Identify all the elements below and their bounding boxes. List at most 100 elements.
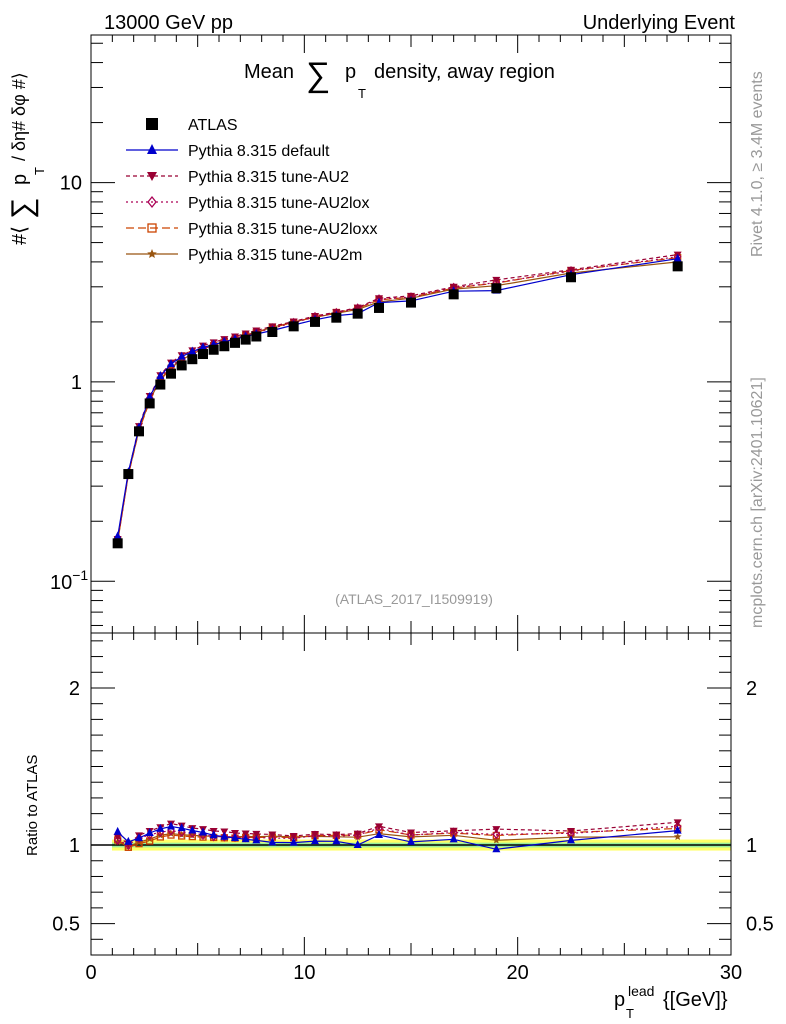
series-pythia-8-315-default [113,253,682,540]
marker-square [240,334,251,345]
marker-square [566,272,576,283]
marker-triangle [145,392,154,401]
marker-triangle [145,827,154,836]
marker-triangle [113,826,122,835]
ratio-y-tick-label-right: 1 [746,835,757,857]
marker-star [673,832,682,840]
marker-square [352,308,363,319]
marker-triangle [209,830,218,839]
marker-square [331,312,342,323]
legend-label: Pythia 8.315 tune-AU2loxx [188,221,377,238]
header-right: Underlying Event [583,12,736,34]
marker-star [492,836,501,844]
ratio-panel: 0.5 0.51 12 20 10 20 30 Ratio to ATLAS p T lea… [24,632,774,1021]
legend-label: Pythia 8.315 tune-AU2 [188,169,349,186]
legend-entry: ATLAS [146,117,238,134]
marker-triangle [673,253,682,262]
main-ylabel: #⟨ ∑ p T / δη# δφ #⟩ [6,72,47,245]
marker-square [448,289,459,300]
legend-label: Pythia 8.315 tune-AU2lox [188,195,369,212]
marker-triangle [156,371,165,380]
marker-diamond [147,195,157,209]
marker-square [310,316,320,327]
marker-square [672,261,683,272]
marker-triangle-down [375,823,383,831]
title-suffix: density, away region [374,61,555,83]
marker-triangle [268,837,277,846]
marker-triangle-down [289,832,298,840]
main-title: Mean ∑ p T density, away region [244,56,555,101]
ylabel-open: #⟨ [9,226,31,245]
legend-entry: Pythia 8.315 default [126,143,330,160]
marker-triangle [199,342,207,351]
marker-square [288,321,299,332]
marker-square [134,426,144,437]
marker-triangle-down [311,831,319,839]
marker-open-square [178,832,186,840]
marker-square [187,354,198,365]
series-line [117,261,678,542]
y-tick-label: 10−1 [50,567,88,594]
marker-triangle [113,531,122,540]
marker-open-square [167,831,175,839]
main-axis-ticks: 10−1 1 10 [50,35,732,633]
marker-triangle [220,831,229,840]
marker-triangle-down [353,830,362,838]
series-pythia-8-315-tune-au2 [113,251,682,543]
marker-triangle [188,825,197,834]
marker-triangle-down [241,830,250,838]
marker-open-square [188,832,196,841]
marker-triangle [156,823,165,832]
marker-square [219,341,230,352]
marker-diamond [220,831,229,842]
marker-triangle-down [252,830,261,838]
ylabel-p: p [9,174,31,185]
xlabel-p: p [614,989,625,1011]
x-tick-label: 10 [293,962,315,984]
marker-triangle [147,144,157,154]
marker-open-square [156,833,164,841]
ratio-axis-ticks: 0.5 0.51 12 20 10 20 30 [52,633,774,984]
legend-label: Pythia 8.315 tune-AU2m [188,247,362,264]
title-p: p [345,61,356,83]
main-series [112,251,683,549]
marker-triangle [241,834,250,843]
marker-triangle [177,351,186,360]
marker-triangle-down [492,276,501,284]
marker-triangle-down [268,831,277,839]
marker-square [491,283,502,294]
marker-triangle [311,836,319,845]
xlabel-unit: {[GeV]} [663,989,728,1011]
main-frame [90,34,732,634]
marker-square [146,118,158,130]
marker-triangle-down [492,826,501,834]
marker-diamond [492,829,501,840]
marker-square [112,538,123,549]
analysis-watermark: (ATLAS_2017_I1509919) [335,591,493,607]
marker-triangle [492,844,501,853]
marker-square [155,379,166,390]
rivet-label: Rivet 4.1.0, ≥ 3.4M events [749,71,766,257]
marker-star [188,831,197,839]
ylabel-rest: / δη# δφ #⟩ [9,72,29,161]
marker-triangle [375,830,383,839]
header-left: 13000 GeV pp [104,12,233,34]
legend-label: Pythia 8.315 default [188,143,330,160]
series-line [117,254,678,539]
marker-star [147,249,157,258]
marker-square [176,360,187,371]
marker-triangle [167,821,175,830]
marker-triangle [567,835,575,844]
series-pythia-8-315-tune-au2lox [113,251,682,546]
ratio-y-tick-label: 2 [69,678,80,700]
title-sum-symbol: ∑ [306,56,330,94]
ratio-y-tick-label: 1 [69,835,80,857]
marker-square [251,331,262,342]
xlabel: p T lead {[GeV]} [614,983,728,1021]
marker-triangle-down [332,831,341,839]
x-tick-label: 0 [85,962,96,984]
marker-square [230,337,240,348]
marker-triangle [231,833,239,842]
legend: ATLAS Pythia 8.315 default Pythia 8.315 tu… [126,117,377,264]
